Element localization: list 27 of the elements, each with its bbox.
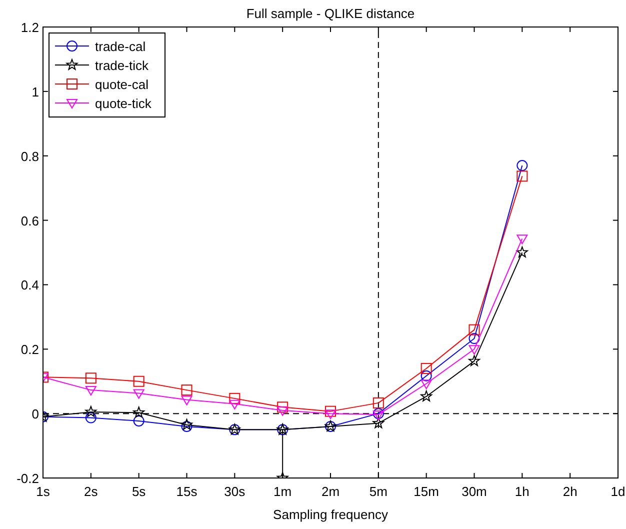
- x-tick-label: 15m: [414, 484, 439, 499]
- y-tick-label: 0.6: [20, 213, 39, 228]
- y-tick-label: 0.2: [20, 342, 39, 358]
- legend-label: quote-tick: [95, 96, 152, 111]
- x-tick-label: 1d: [610, 484, 626, 499]
- x-tick-label: 2m: [321, 484, 340, 499]
- legend-label: trade-cal: [95, 39, 146, 54]
- x-tick-label: 5s: [132, 484, 146, 499]
- chart-title: Full sample - QLIKE distance: [246, 6, 415, 21]
- y-tick-label: 1: [32, 84, 39, 100]
- x-tick-label: 5m: [369, 484, 388, 499]
- x-tick-label: 1s: [36, 484, 50, 499]
- x-tick-label: 2h: [562, 484, 578, 499]
- x-tick-label: 15s: [176, 484, 198, 499]
- x-tick-label: 30m: [462, 484, 487, 499]
- legend-label: trade-tick: [95, 58, 149, 73]
- x-tick-label: 1h: [514, 484, 530, 499]
- y-tick-label: 0.8: [20, 148, 39, 164]
- x-tick-label: 30s: [224, 484, 246, 499]
- x-axis-title: Sampling frequency: [273, 507, 388, 522]
- y-tick-label: 0.4: [20, 278, 39, 293]
- x-tick-label: 2s: [84, 484, 98, 499]
- y-tick-label: 1.2: [20, 20, 39, 35]
- y-tick-label: -0.2: [16, 471, 39, 486]
- x-tick-label: 1m: [274, 484, 292, 499]
- y-tick-label: 0: [32, 406, 39, 422]
- legend-label: quote-cal: [95, 77, 149, 92]
